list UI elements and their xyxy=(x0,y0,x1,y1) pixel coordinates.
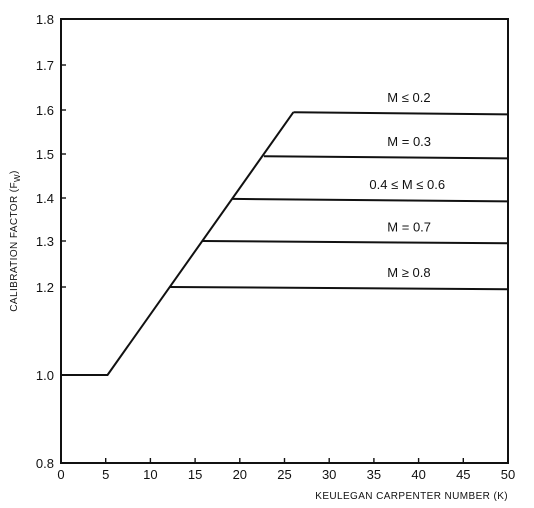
x-tick-label: 45 xyxy=(456,467,470,482)
y-axis-title-main: CALIBRATION FACTOR (F xyxy=(9,182,20,312)
y-tick-label: 1.5 xyxy=(36,147,54,162)
x-tick-label: 35 xyxy=(367,467,381,482)
series-line xyxy=(170,286,509,291)
series-label: M ≥ 0.8 xyxy=(387,265,430,280)
y-tick-label: 1.2 xyxy=(36,280,54,295)
series-label: M = 0.7 xyxy=(387,220,431,235)
series-label: 0.4 ≤ M ≤ 0.6 xyxy=(369,177,445,192)
y-tick-label: 1.3 xyxy=(36,234,54,249)
x-tick-label: 50 xyxy=(501,467,515,482)
series-line xyxy=(263,155,509,160)
y-tick-label: 1.8 xyxy=(36,12,54,27)
series-labels: M ≤ 0.2 M = 0.3 0.4 ≤ M ≤ 0.6 M = 0.7 M ≥ 0.… xyxy=(369,90,445,280)
y-tick-label: 1.4 xyxy=(36,191,54,206)
series-line xyxy=(293,111,509,116)
series-line xyxy=(232,197,509,203)
x-tick-label: 5 xyxy=(102,467,109,482)
y-axis-title-subscript: W xyxy=(13,174,22,182)
y-axis-title-close: ) xyxy=(9,170,20,174)
x-tick-label: 15 xyxy=(188,467,202,482)
x-tick-label: 30 xyxy=(322,467,336,482)
x-tick-label: 40 xyxy=(411,467,425,482)
x-tick-label: 10 xyxy=(143,467,157,482)
y-axis-ticks: 0.8 1.0 1.2 1.3 1.4 1.5 1.6 1.7 1.8 xyxy=(36,12,66,471)
y-axis-title: CALIBRATION FACTOR (FW) xyxy=(9,170,22,311)
x-axis-title: KEULEGAN CARPENTER NUMBER (K) xyxy=(315,491,508,502)
series-line xyxy=(61,111,295,376)
x-tick-label: 25 xyxy=(277,467,291,482)
series-line xyxy=(202,240,509,245)
x-axis-ticks: 0 5 10 15 20 25 30 35 40 45 50 xyxy=(57,458,515,482)
x-tick-label: 20 xyxy=(233,467,247,482)
y-tick-label: 1.7 xyxy=(36,58,54,73)
series-label: M ≤ 0.2 xyxy=(387,90,430,105)
series-label: M = 0.3 xyxy=(387,134,431,149)
data-series xyxy=(61,111,509,376)
y-tick-label: 0.8 xyxy=(36,456,54,471)
y-tick-label: 1.0 xyxy=(36,368,54,383)
y-tick-label: 1.6 xyxy=(36,103,54,118)
x-tick-label: 0 xyxy=(57,467,64,482)
